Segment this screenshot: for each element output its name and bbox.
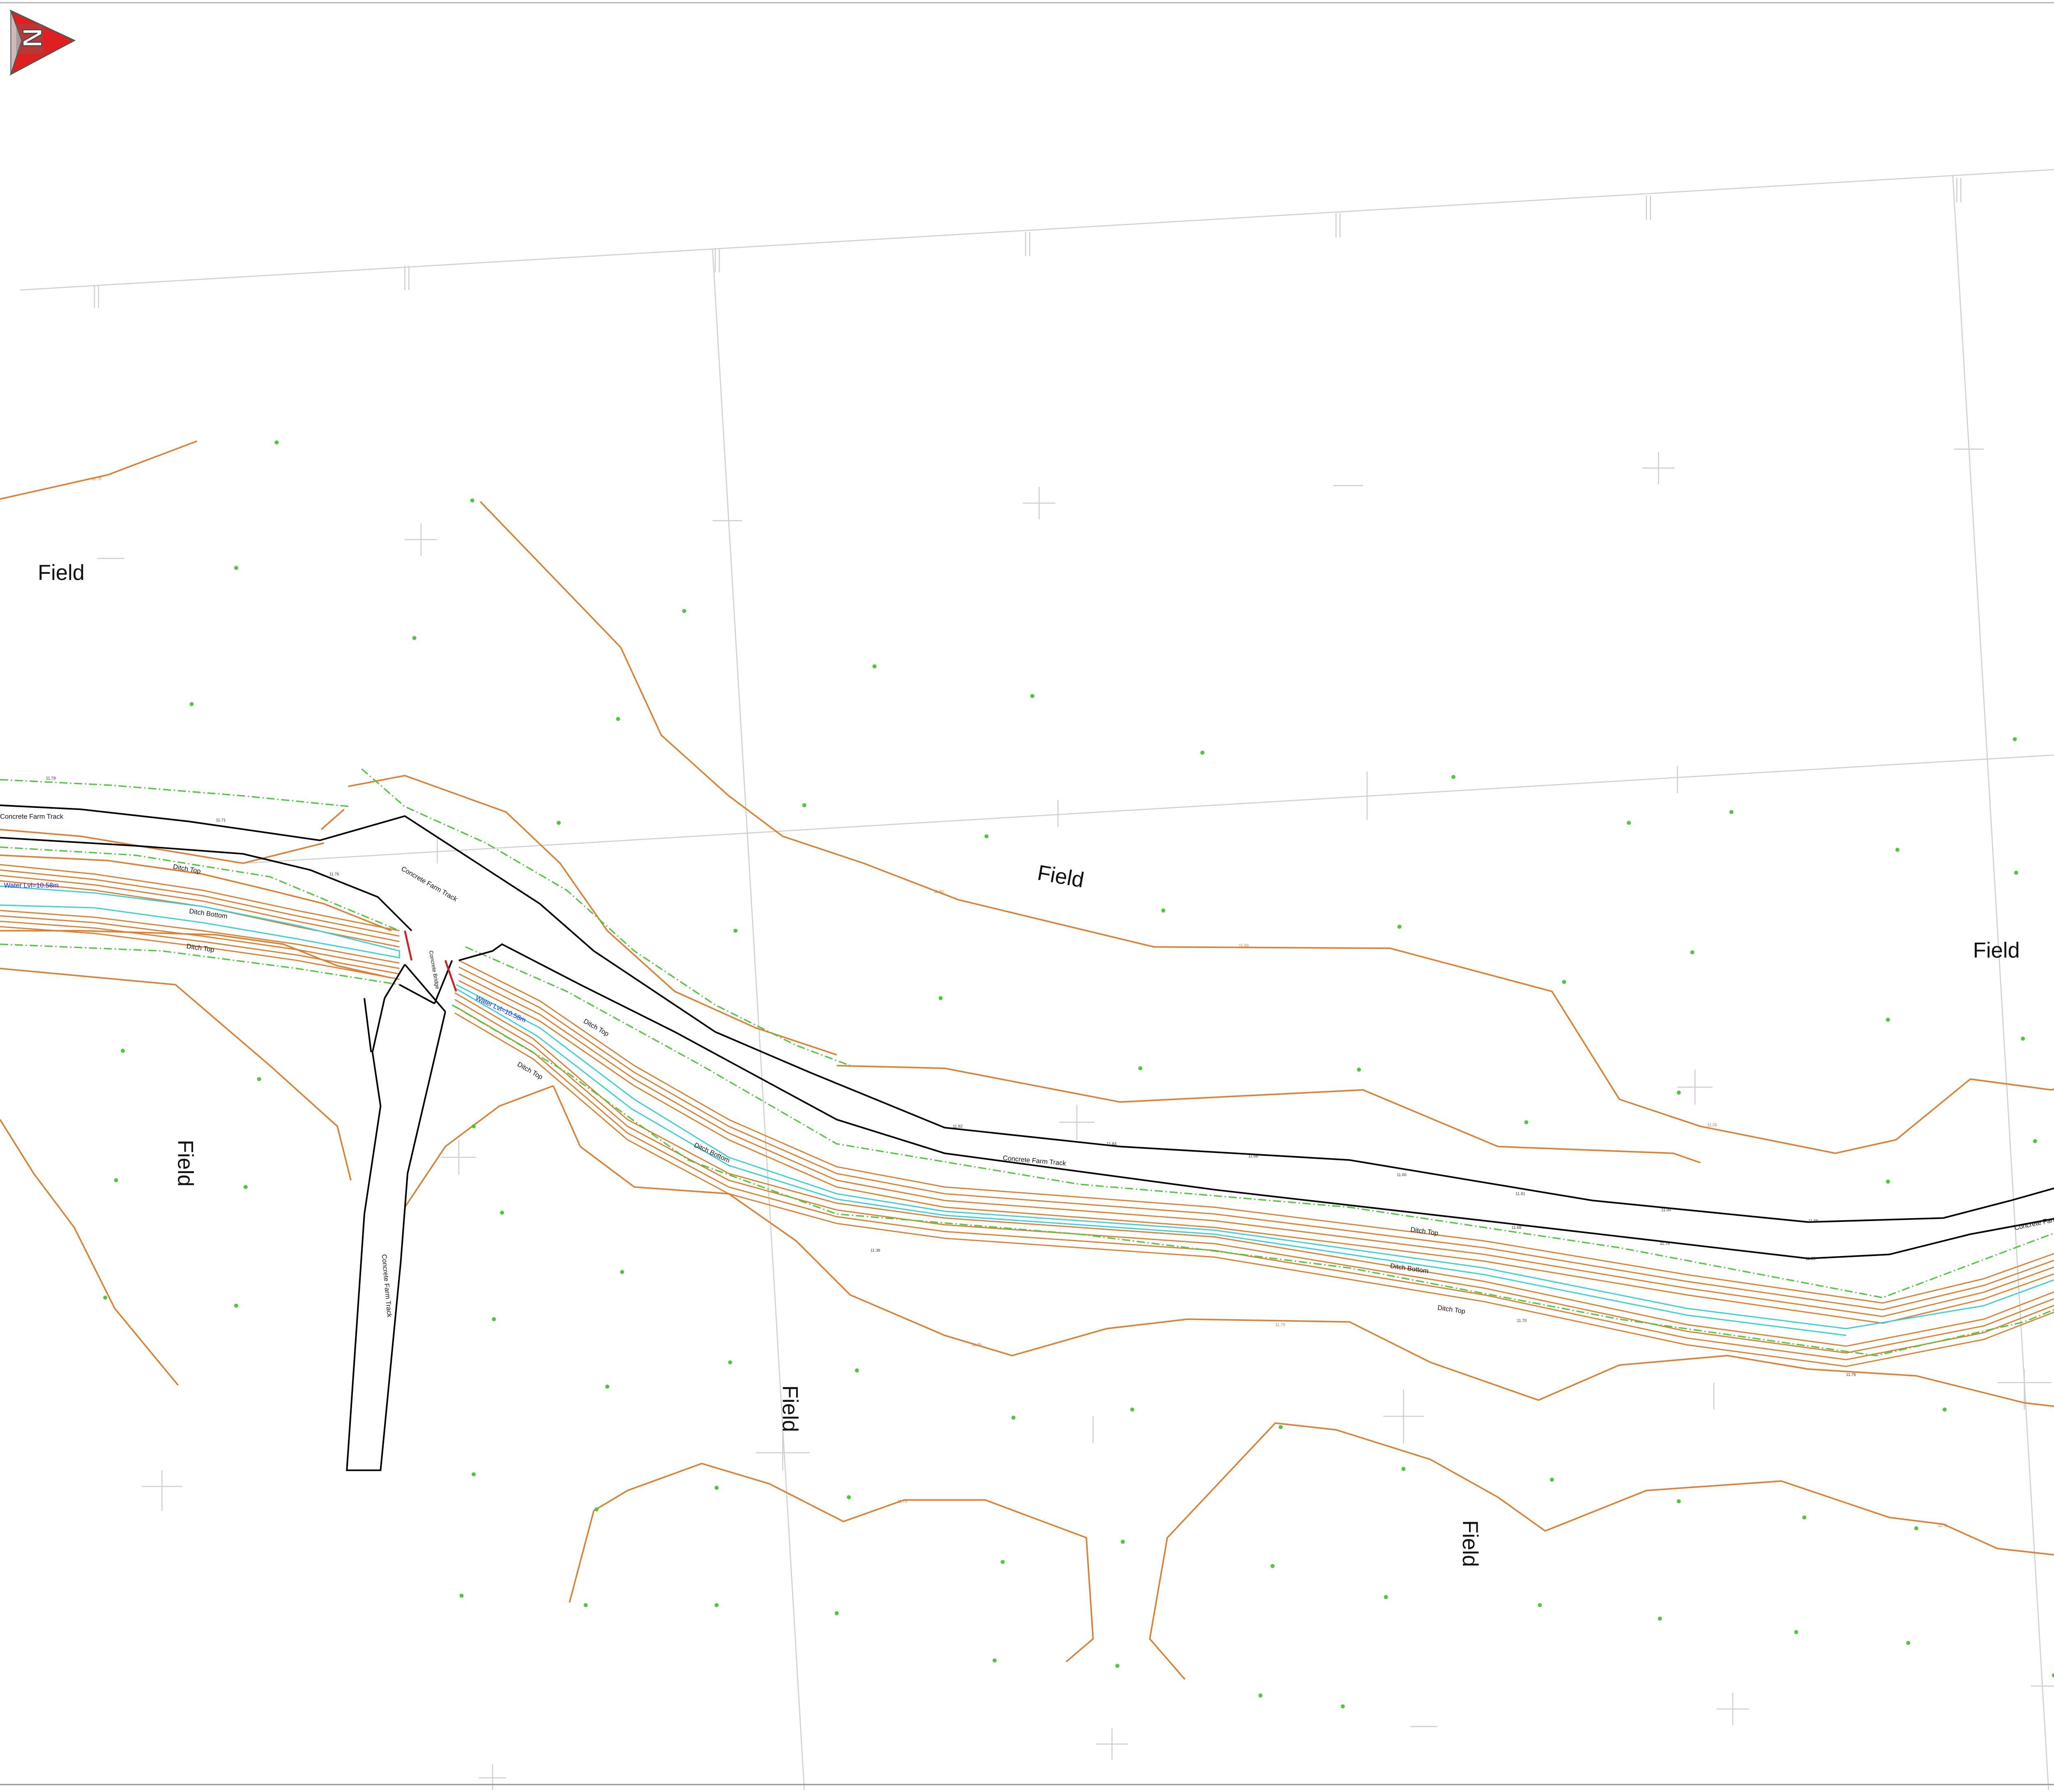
label-ditch-top-4: Ditch Top bbox=[516, 1060, 544, 1081]
contour-label: 11.50 bbox=[1239, 943, 1249, 948]
water-edges bbox=[0, 886, 2054, 1336]
farm-track-road bbox=[0, 804, 2054, 1471]
bridge-markers bbox=[404, 930, 457, 992]
contour-label: 11.50 bbox=[934, 890, 944, 894]
spot-heights bbox=[103, 440, 2054, 1709]
contour-label: 11.25 bbox=[1707, 1123, 1717, 1127]
contour-label: 11.75 bbox=[1275, 1323, 1285, 1327]
spot-label: 11.68 bbox=[1511, 1226, 1521, 1230]
boundary-lines bbox=[0, 768, 2054, 1357]
label-bridge: Concrete Bridge bbox=[428, 950, 441, 989]
label-ditch-top-5: Ditch Top bbox=[1410, 1226, 1439, 1237]
spot-label: 11.71 bbox=[216, 818, 226, 823]
contour-label: 11.75 bbox=[1938, 1524, 1948, 1528]
spot-label: 11.94 bbox=[1661, 1208, 1671, 1212]
north-arrow-shade bbox=[10, 10, 22, 74]
label-track-4: Concrete Farm Track bbox=[2014, 1211, 2054, 1232]
grid-crosses bbox=[97, 449, 2054, 1792]
label-ditch-top-2: Ditch Top bbox=[186, 943, 215, 954]
contour-lines bbox=[0, 440, 2054, 1680]
label-field-3: Field bbox=[1973, 939, 2020, 963]
grid-ticks bbox=[94, 178, 1962, 1443]
label-track-5: Concrete Farm Track bbox=[380, 1254, 393, 1318]
spot-label: 11.60 bbox=[1397, 1173, 1407, 1178]
label-track-2: Concrete Farm Track bbox=[400, 865, 459, 903]
label-field-1: Field bbox=[38, 561, 85, 585]
label-ditch-top-6: Ditch Top bbox=[1437, 1304, 1466, 1315]
label-ditch-bottom-1: Ditch Bottom bbox=[189, 907, 228, 920]
label-field-6: Field bbox=[1458, 1520, 1482, 1567]
spot-label: 11.66 bbox=[1248, 1154, 1258, 1159]
north-arrow-letter-plate bbox=[16, 24, 44, 54]
label-field-2: Field bbox=[1036, 860, 1086, 893]
label-water-left: Water Lvl=10.58m bbox=[4, 882, 59, 889]
spot-label: 11.76 bbox=[1660, 1242, 1670, 1246]
grid-lines bbox=[20, 169, 2054, 1790]
ditch-contours-right bbox=[454, 959, 2054, 1367]
contour-label: 11.75 bbox=[92, 477, 101, 481]
spot-label: 11.81 bbox=[1515, 1192, 1525, 1196]
label-field-5: Field bbox=[778, 1385, 802, 1432]
spot-label: 11.79 bbox=[46, 776, 56, 781]
spot-label: 11.76 bbox=[329, 872, 339, 876]
label-ditch-top-3: Ditch Top bbox=[582, 1017, 610, 1038]
spot-label: 11.84 bbox=[1107, 1142, 1117, 1146]
north-arrow[interactable]: N bbox=[9, 9, 76, 76]
spot-label: 11.82 bbox=[953, 1125, 963, 1129]
spot-label: 11.76 bbox=[1846, 1373, 1856, 1377]
label-track-1: Concrete Farm Track bbox=[0, 813, 64, 820]
contour-label: 11.75 bbox=[972, 1343, 981, 1348]
spot-label: 11.38 bbox=[870, 1249, 880, 1253]
spot-label: 11.69 bbox=[1808, 1219, 1818, 1223]
spot-label: 11.70 bbox=[1517, 1318, 1527, 1323]
north-arrow-letter: N bbox=[17, 28, 47, 47]
label-ditch-bottom-2: Ditch Bottom bbox=[693, 1141, 731, 1164]
spot-label: 11.55 bbox=[1805, 1256, 1815, 1261]
footer-bar bbox=[0, 1784, 2054, 1790]
label-field-4: Field bbox=[173, 1140, 198, 1187]
contour-label: 11.75 bbox=[898, 1499, 907, 1504]
